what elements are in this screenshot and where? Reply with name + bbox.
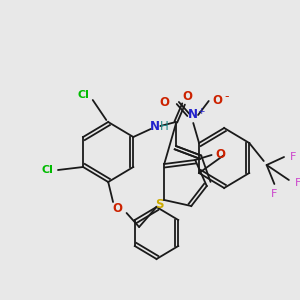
Text: -: - [225, 91, 229, 103]
Text: F: F [295, 178, 300, 188]
Text: N: N [150, 121, 160, 134]
Text: O: O [212, 94, 222, 107]
Text: O: O [215, 148, 225, 161]
Text: Cl: Cl [77, 90, 89, 100]
Text: O: O [113, 202, 123, 215]
Text: +: + [197, 107, 205, 116]
Text: H: H [160, 119, 169, 133]
Text: O: O [182, 91, 192, 103]
Text: F: F [290, 152, 296, 162]
Text: F: F [271, 189, 278, 199]
Text: S: S [155, 199, 164, 212]
Text: O: O [159, 97, 169, 110]
Text: N: N [188, 109, 198, 122]
Text: Cl: Cl [41, 165, 53, 175]
